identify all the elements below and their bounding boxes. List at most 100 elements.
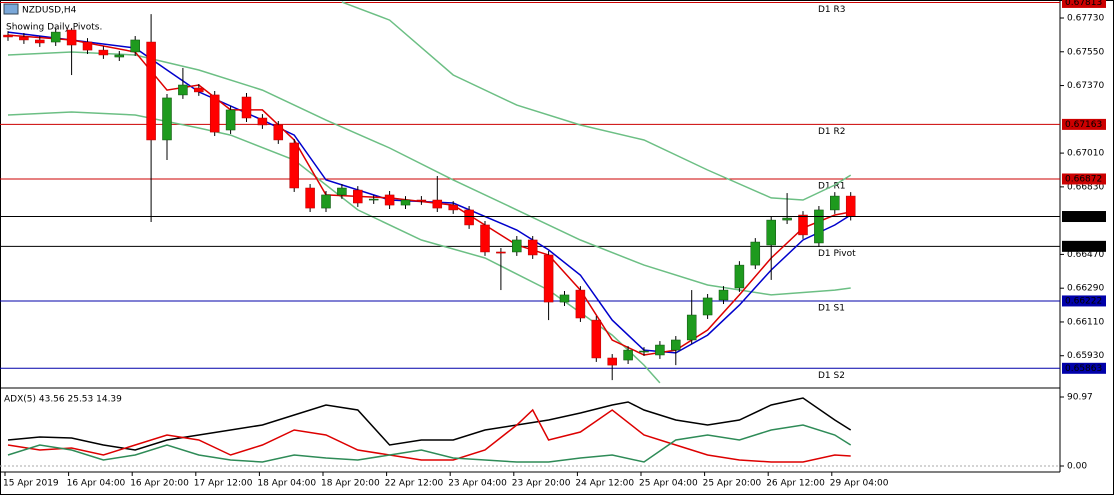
price-box-label: 0.66872 xyxy=(1065,174,1102,184)
price-box xyxy=(1062,173,1106,185)
candle-body xyxy=(512,239,522,253)
candle-body xyxy=(702,297,713,316)
candle-body xyxy=(671,339,681,351)
current-price-box xyxy=(1062,211,1106,223)
chart-title: NZDUSD,H4 xyxy=(22,6,77,16)
candle-body xyxy=(35,39,45,44)
x-tick-label: 24 Apr 12:00 xyxy=(575,479,634,489)
candle-body xyxy=(130,39,140,53)
candle-body xyxy=(845,195,856,217)
candle-body xyxy=(639,350,649,353)
price-box xyxy=(1062,295,1106,307)
candle-body xyxy=(575,289,586,319)
y-tick-label: 0.00 xyxy=(1067,461,1087,471)
candle-body xyxy=(273,124,284,141)
indicator-line xyxy=(7,51,851,296)
candle-body xyxy=(162,97,172,141)
y-tick-label: 0.66470 xyxy=(1067,250,1104,260)
indicator-line xyxy=(7,424,852,463)
candle-body xyxy=(368,198,379,201)
candle-body xyxy=(82,41,93,51)
indicator-line xyxy=(7,408,851,463)
x-tick-label: 29 Apr 04:00 xyxy=(830,479,889,489)
candle-body xyxy=(3,34,13,38)
candle-body xyxy=(114,54,125,58)
candle-body xyxy=(337,187,347,196)
candle-body xyxy=(814,209,824,244)
candle-body xyxy=(257,117,268,126)
indicator-line xyxy=(7,397,852,451)
pivot-name: D1 S2 xyxy=(818,371,845,381)
candle-body xyxy=(527,239,538,256)
candle-body xyxy=(146,41,156,141)
candle-body xyxy=(766,219,776,246)
candle-body xyxy=(496,251,506,254)
y-tick-label: 0.67010 xyxy=(1067,149,1104,159)
price-box-label: 0.67163 xyxy=(1065,120,1102,130)
x-tick-label: 18 Apr 04:00 xyxy=(257,479,316,489)
indicator-title: ADX(5) 43.56 25.53 14.39 xyxy=(4,395,122,405)
x-tick-label: 26 Apr 12:00 xyxy=(766,479,825,489)
candle-body xyxy=(543,254,554,303)
candle-body xyxy=(432,199,443,209)
price-box xyxy=(1062,362,1106,374)
pivot-name: D1 S1 xyxy=(818,303,845,313)
pivot-name: D1 R2 xyxy=(818,127,846,137)
candle-body xyxy=(686,314,697,341)
price-box xyxy=(1062,118,1106,130)
current-price-label: 0.66672 xyxy=(1065,212,1102,222)
price-box-label: 0.65863 xyxy=(1065,364,1102,374)
candle-body xyxy=(289,142,299,189)
candle-body xyxy=(66,29,77,46)
x-tick-label: 23 Apr 04:00 xyxy=(448,479,507,489)
x-tick-label: 22 Apr 12:00 xyxy=(385,479,444,489)
indicator-line xyxy=(341,1,852,201)
x-tick-label: 15 Apr 2019 xyxy=(3,479,59,489)
candle-body xyxy=(464,209,474,226)
y-tick-label: 0.66830 xyxy=(1067,182,1104,192)
candle-body xyxy=(50,31,61,43)
x-tick-label: 25 Apr 04:00 xyxy=(639,479,698,489)
candle-body xyxy=(734,264,745,289)
x-tick-label: 17 Apr 12:00 xyxy=(194,479,253,489)
candle-body xyxy=(209,94,220,133)
pivot-name: D1 Pivot xyxy=(818,249,856,259)
price-box xyxy=(1062,0,1106,8)
price-box-label: 0.67813 xyxy=(1065,0,1102,8)
candle-body xyxy=(448,204,458,211)
candle-body xyxy=(98,49,109,56)
candle-body xyxy=(305,187,315,209)
candle-body xyxy=(607,357,617,366)
price-box xyxy=(1062,240,1106,252)
candle-body xyxy=(750,241,761,266)
y-tick-label: 0.66290 xyxy=(1067,284,1104,294)
candle-body xyxy=(384,194,395,206)
x-tick-label: 16 Apr 20:00 xyxy=(130,479,189,489)
x-tick-label: 23 Apr 20:00 xyxy=(512,479,571,489)
x-tick-label: 18 Apr 20:00 xyxy=(321,479,380,489)
candle-body xyxy=(225,109,236,131)
candle-body xyxy=(830,195,840,211)
pivot-name: D1 R3 xyxy=(818,5,846,15)
candle-body xyxy=(241,96,252,119)
candle-body xyxy=(416,199,427,202)
candle-body xyxy=(19,36,29,41)
chart-subtitle: Showing Daily Pivots. xyxy=(6,23,102,33)
x-tick-label: 16 Apr 04:00 xyxy=(67,479,126,489)
candle-body xyxy=(718,289,729,301)
price-box-label: 0.66222 xyxy=(1065,296,1102,306)
price-box-label: 0.66513 xyxy=(1065,242,1102,252)
y-tick-label: 0.67730 xyxy=(1067,14,1104,24)
candle-body xyxy=(623,349,633,361)
symbol-icon xyxy=(3,3,19,15)
candle-body xyxy=(321,194,331,209)
y-tick-label: 0.67370 xyxy=(1067,81,1104,91)
candle-body xyxy=(655,344,665,356)
x-tick-label: 25 Apr 20:00 xyxy=(703,479,762,489)
y-tick-label: 0.65930 xyxy=(1067,351,1104,361)
candle-body xyxy=(798,214,808,236)
candle-body xyxy=(194,87,204,93)
candle-body xyxy=(353,189,363,204)
